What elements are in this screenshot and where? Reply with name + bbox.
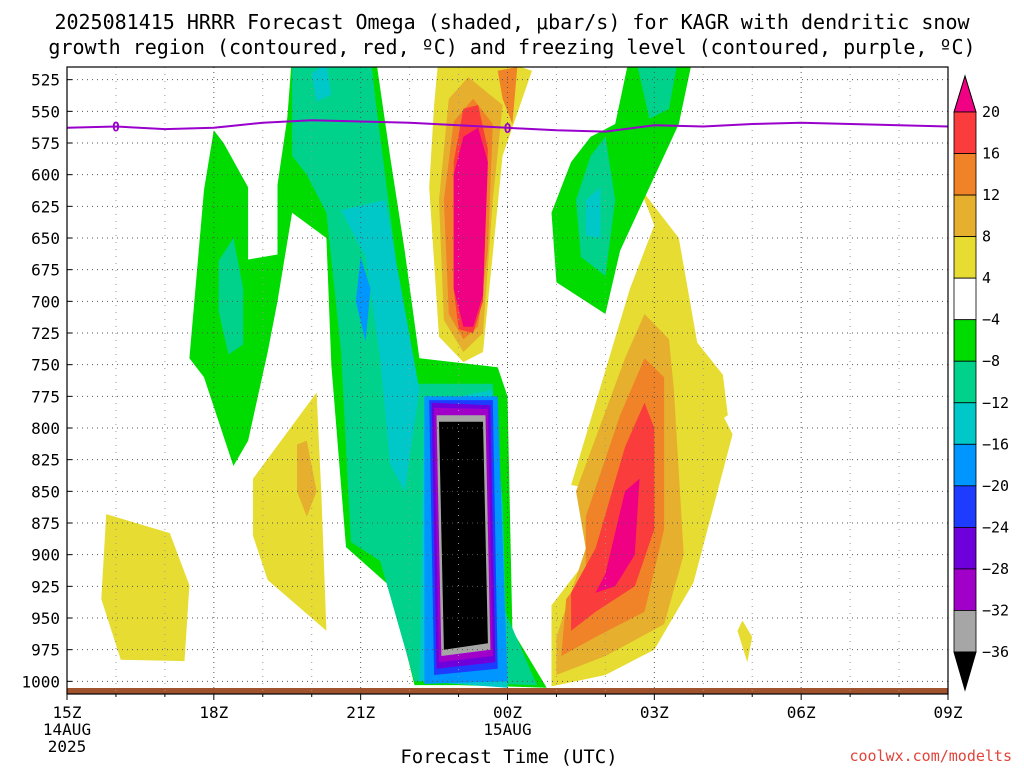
colorbar-label-16: 16 — [982, 145, 1000, 163]
y-tick-label-525: 525 — [31, 71, 60, 90]
colorbar-label--36: −36 — [982, 643, 1009, 661]
colorbar-label--32: −32 — [982, 601, 1009, 619]
plot-axes: 525 550 575 600 625 650 675 700 725 750 775 800 825 8… — [21, 66, 963, 756]
plot-grid — [67, 67, 948, 694]
colorbar-label--8: −8 — [982, 352, 1000, 370]
colorbar-label--28: −28 — [982, 560, 1009, 578]
y-tick-label-700: 700 — [31, 292, 60, 311]
omega-region-26 — [355, 257, 371, 342]
y-tick-label-675: 675 — [31, 261, 60, 280]
x-tick-label-6-0: 21Z — [346, 703, 375, 722]
colorbar-cell-11 — [953, 194, 977, 238]
colorbar-cell-5 — [953, 443, 977, 487]
colorbar-cell-4 — [953, 485, 977, 528]
colorbar-label-20: 20 — [982, 103, 1000, 121]
x-tick-label-15-0: 06Z — [787, 703, 816, 722]
omega-region-32 — [439, 421, 488, 650]
freezing-level-line — [66, 119, 949, 133]
y-tick-label-650: 650 — [31, 229, 60, 248]
y-tick-label-825: 825 — [31, 451, 60, 470]
y-tick-label-575: 575 — [31, 134, 60, 153]
colorbar: 20 16 12 8 4 −4 −8 −12 −16 −20 −24 −28 −32 −36 — [953, 74, 1009, 692]
omega-region-23 — [341, 200, 420, 492]
colorbar-label--20: −20 — [982, 477, 1009, 495]
y-tick-label-925: 925 — [31, 577, 60, 596]
colorbar-label-12: 12 — [982, 186, 1000, 204]
y-tick-label-750: 750 — [31, 356, 60, 375]
colorbar-cell-10 — [953, 236, 977, 279]
chart-title-line-2: growth region (contoured, red, ºC) and f… — [48, 35, 975, 59]
y-tick-label-875: 875 — [31, 514, 60, 533]
y-tick-label-975: 975 — [31, 641, 60, 660]
omega-region-1 — [253, 392, 327, 631]
y-tick-label-600: 600 — [31, 166, 60, 185]
x-tick-label-0-1: 14AUG — [43, 720, 91, 739]
omega-region-18 — [218, 238, 244, 355]
chart-title-line-1: 2025081415 HRRR Forecast Omega (shaded, … — [54, 10, 970, 34]
colorbar-cell-8 — [953, 319, 977, 362]
y-tick-label-800: 800 — [31, 419, 60, 438]
colorbar-cell-9 — [953, 277, 977, 321]
omega-region-7 — [453, 127, 488, 327]
colorbar-cell-2 — [953, 568, 977, 611]
x-tick-label-0-2: 2025 — [48, 737, 87, 756]
source-credit: coolwx.com/modelts — [849, 747, 1012, 765]
omega-region-15 — [595, 478, 640, 593]
colorbar-cell-1 — [953, 610, 977, 653]
omega-region-11 — [737, 620, 753, 663]
colorbar-label-4: 4 — [982, 269, 991, 287]
omega-region-25 — [585, 187, 601, 238]
colorbar-cell-13 — [953, 111, 977, 154]
x-tick-label-9-1: 15AUG — [483, 720, 531, 739]
colorbar-cell-6 — [953, 402, 977, 445]
x-tick-label-3-0: 18Z — [199, 703, 228, 722]
colorbar-cell-12 — [953, 153, 977, 196]
colorbar-label--4: −4 — [982, 311, 1000, 329]
colorbar-cell-3 — [953, 526, 977, 570]
omega-region-2 — [297, 440, 317, 517]
y-tick-label-625: 625 — [31, 197, 60, 216]
y-tick-label-725: 725 — [31, 324, 60, 343]
x-tick-label-18-0: 09Z — [934, 703, 963, 722]
freezing-level-label-0: 0 — [112, 121, 120, 136]
colorbar-cell-7 — [953, 360, 977, 404]
omega-region-0 — [101, 514, 190, 662]
colorbar-label-8: 8 — [982, 228, 991, 246]
colorbar-label--24: −24 — [982, 518, 1009, 536]
colorbar-bottom-arrow — [953, 651, 977, 692]
x-tick-label-0-0: 15Z — [53, 703, 82, 722]
colorbar-top-arrow — [953, 74, 977, 113]
y-tick-label-1000: 1000 — [21, 672, 60, 691]
colorbar-label--12: −12 — [982, 394, 1009, 412]
y-tick-label-950: 950 — [31, 609, 60, 628]
omega-region-22 — [311, 67, 332, 102]
omega-region-10 — [654, 288, 728, 432]
y-tick-label-850: 850 — [31, 482, 60, 501]
omega-region-8 — [497, 67, 518, 124]
y-tick-label-775: 775 — [31, 387, 60, 406]
ground-surface — [67, 688, 948, 694]
ground-strip — [67, 688, 948, 694]
x-axis-label: Forecast Time (UTC) — [400, 746, 617, 768]
y-tick-label-900: 900 — [31, 546, 60, 565]
x-tick-label-9-0: 00Z — [493, 703, 522, 722]
y-tick-label-550: 550 — [31, 102, 60, 121]
omega-shaded-regions — [101, 67, 753, 688]
omega-region-14 — [571, 402, 655, 631]
x-tick-label-12-0: 03Z — [640, 703, 669, 722]
colorbar-label--16: −16 — [982, 435, 1009, 453]
freezing-level-label-1: 0 — [504, 122, 512, 137]
